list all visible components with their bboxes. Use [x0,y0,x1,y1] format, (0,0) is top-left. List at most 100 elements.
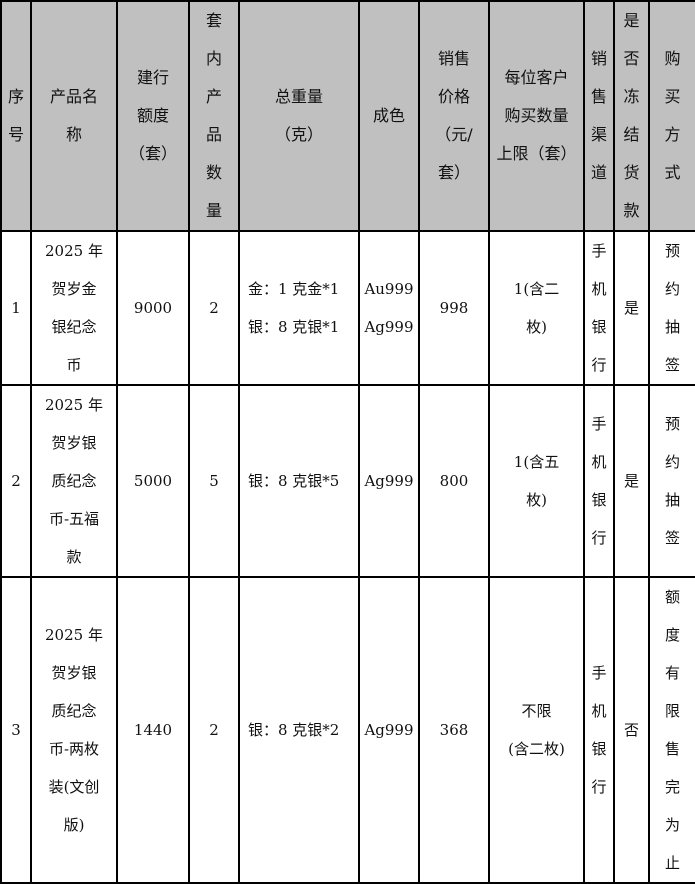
cell-items-per-set: 2 [188,230,240,386]
cell-total-weight-line: 金：1 克金*1 [248,280,340,298]
cell-purchase-method-line: 签 [664,529,680,547]
cell-product-name-line: 币 [66,356,82,374]
cell-purchase-limit-line: 不限 [521,702,552,720]
header-sale-price-line: 销售 [437,49,470,68]
cell-serial-no: 3 [0,576,32,884]
cell-product-name-line: 质纪念 [51,472,97,490]
header-purchase-method-line: 方 [664,125,681,144]
cell-serial-no: 1 [0,230,32,386]
cell-frozen-payment-line: 否 [623,721,639,739]
cell-total-weight-line: 银：8 克银*5 [248,472,340,490]
header-purchase-method-line: 式 [664,163,681,182]
cell-purchase-limit: 不限 (含二枚) [488,576,585,884]
header-serial-no-line: 序 [7,87,24,106]
cell-ccb-quota: 5000 [116,384,190,578]
cell-fineness: Ag999 [358,576,420,884]
cell-purchase-method-line: 有 [664,664,680,682]
cell-product-name-line: 币-五福 [48,510,100,528]
cell-product-name-line: 版) [63,816,85,834]
header-serial-no: 序号 [0,0,32,232]
cell-frozen-payment-line: 是 [623,472,639,490]
header-total-weight: 总重量 （克） [238,0,360,232]
cell-product-name-line: 贺岁金 [51,280,97,298]
cell-purchase-method-line: 预 [664,415,680,433]
cell-ccb-quota-line: 9000 [133,299,173,317]
cell-product-name-line: 2025 年 [45,242,103,260]
header-frozen-payment-line: 是 [623,11,640,30]
cell-total-weight: 银：8 克银*2 [238,576,360,884]
cell-items-per-set-line: 5 [209,472,219,490]
header-sales-channel-line: 道 [590,163,607,182]
cell-sales-channel-line: 机 [591,280,607,298]
cell-sale-price-line: 998 [439,299,469,317]
cell-items-per-set: 5 [188,384,240,578]
header-sales-channel: 销售渠道 [583,0,615,232]
cell-sale-price: 998 [418,230,490,386]
cell-sales-channel-line: 手 [591,415,607,433]
cell-sales-channel: 手机银行 [583,230,615,386]
header-sales-channel-line: 销 [590,49,607,68]
cell-sale-price-line: 368 [439,721,469,739]
header-ccb-quota-line: （套） [128,144,177,163]
cell-sales-channel: 手机银行 [583,576,615,884]
cell-sales-channel-line: 银 [591,318,607,336]
cell-serial-no-line: 1 [11,299,21,317]
header-product-name: 产品名称 [30,0,118,232]
cell-items-per-set-line: 2 [209,299,219,317]
cell-product-name-line: 贺岁银 [51,664,97,682]
table-row: 2 2025 年贺岁银 质纪念 币-五福款 5000 5 银：8 克银*5 Ag999 800 1… [0,384,695,578]
cell-sales-channel-line: 手 [591,664,607,682]
cell-purchase-method-line: 约 [664,280,680,298]
header-frozen-payment: 是否冻结货款 [613,0,650,232]
header-product-name-line: 产品名 [49,87,98,106]
header-purchase-method-line: 买 [664,87,681,106]
cell-serial-no: 2 [0,384,32,578]
cell-purchase-method-line: 抽 [664,491,680,509]
header-items-per-set-line: 数 [205,163,222,182]
header-frozen-payment-line: 冻 [623,87,640,106]
cell-ccb-quota: 9000 [116,230,190,386]
cell-purchase-method-line: 预 [664,242,680,260]
cell-purchase-limit: 1(含五 枚) [488,384,585,578]
cell-product-name-line: 2025 年 [45,626,103,644]
cell-serial-no-line: 3 [11,721,21,739]
header-product-name-line: 称 [65,125,82,144]
cell-fineness-line: Ag999 [364,318,414,336]
cell-purchase-limit-line: 枚) [526,318,547,336]
header-ccb-quota: 建行 额度 （套） [116,0,190,232]
cell-frozen-payment: 是 [613,230,650,386]
cell-product-name-line: 2025 年 [45,396,103,414]
cell-total-weight-line: 银：8 克银*1 [248,318,340,336]
header-frozen-payment-line: 货 [623,163,640,182]
header-sale-price-line: （元/ [435,125,473,144]
cell-fineness-line: Au999 [364,280,414,298]
header-items-per-set-line: 产 [205,87,222,106]
cell-product-name-line: 银纪念 [51,318,97,336]
cell-fineness-line: Ag999 [364,472,414,490]
cell-fineness: Ag999 [358,384,420,578]
cell-sale-price-line: 800 [439,472,469,490]
header-frozen-payment-line: 否 [623,49,640,68]
header-items-per-set-line: 量 [205,201,222,220]
header-sale-price-line: 套） [437,163,470,182]
cell-purchase-method-line: 为 [664,816,680,834]
cell-purchase-method-line: 售 [664,740,680,758]
header-serial-no-line: 号 [7,125,24,144]
cell-product-name: 2025 年贺岁银 质纪念 币-两枚 装(文创 版) [30,576,118,884]
header-purchase-limit-line: 上限（套） [496,144,577,163]
cell-purchase-method-line: 抽 [664,318,680,336]
cell-purchase-method: 预约抽签 [648,384,695,578]
cell-frozen-payment: 否 [613,576,650,884]
cell-sales-channel-line: 银 [591,491,607,509]
header-row: 序号产品名称建行 额度 （套）套内产品数量总重量 （克） 成色 销售 价格 （元/套） 每位客户… [0,0,695,232]
cell-items-per-set-line: 2 [209,721,219,739]
cell-purchase-limit-line: (含二枚) [508,740,565,758]
header-fineness: 成色 [358,0,420,232]
cell-purchase-limit-line: 枚) [526,491,547,509]
header-ccb-quota-line: 额度 [136,106,169,125]
cell-sales-channel-line: 手 [591,242,607,260]
cell-product-name: 2025 年贺岁银 质纪念 币-五福款 [30,384,118,578]
cell-purchase-method-line: 度 [664,626,680,644]
cell-sales-channel-line: 行 [591,778,607,796]
